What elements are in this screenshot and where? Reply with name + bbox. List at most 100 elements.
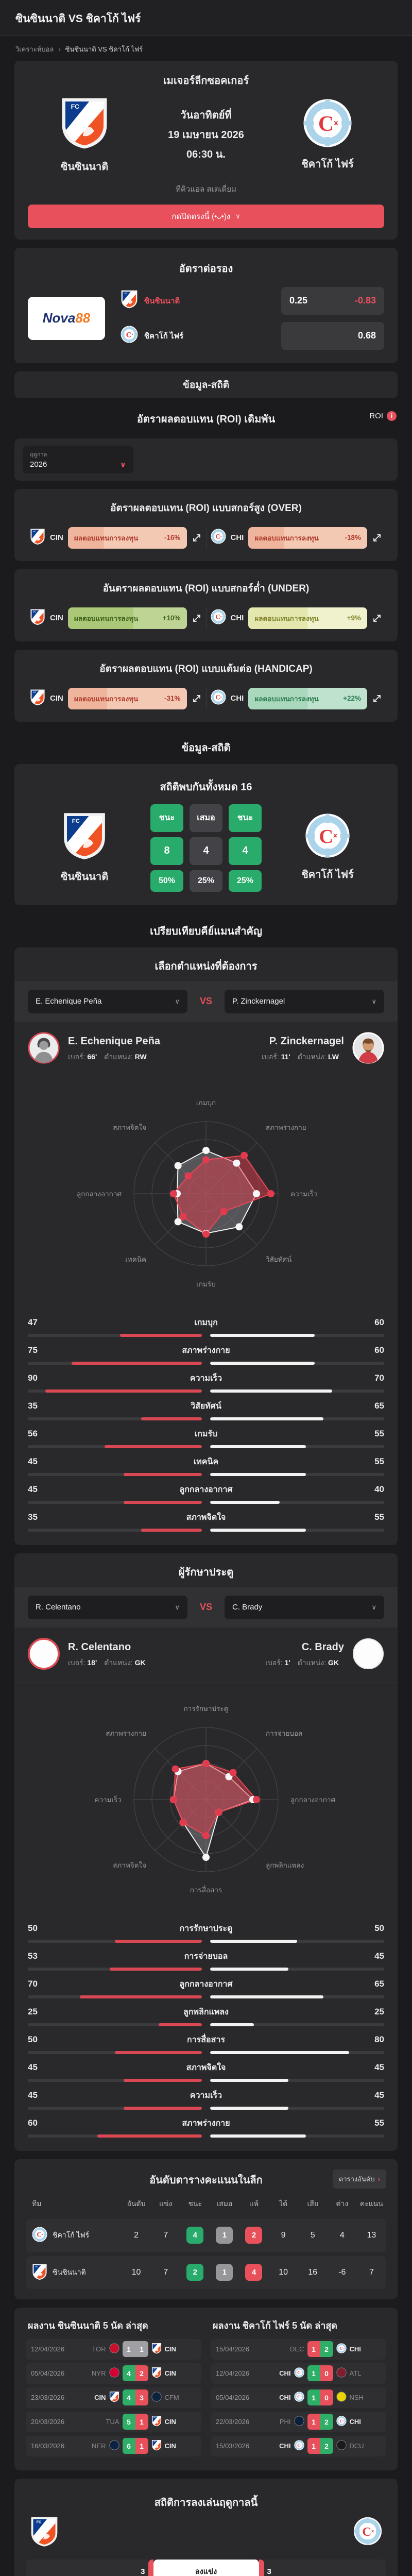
odds-value-box[interactable]: 0.68: [281, 321, 384, 350]
info-icon[interactable]: i: [387, 411, 397, 421]
stat-right-bar: [210, 1472, 384, 1476]
expand-icon[interactable]: [372, 613, 382, 623]
keyman-away-player-dropdown[interactable]: P. Zinckernagel ∨: [224, 989, 384, 1013]
stat-row-header: 45 ลูกกลางอากาศ 40: [28, 1483, 384, 1496]
svg-text:FC: FC: [33, 690, 36, 693]
points-cell: 13: [367, 2230, 376, 2240]
stat-left-bar: [28, 1995, 202, 1998]
table-header-cell: อันดับ: [127, 2199, 146, 2208]
svg-text:การจ่ายบอล: การจ่ายบอล: [266, 1730, 302, 1737]
expand-button[interactable]: [372, 533, 382, 543]
recent-form-card: ผลงาน ซินซินนาติ 5 นัด ล่าสุด 12/04/2026…: [14, 2307, 398, 2470]
stat-right-value: 70: [374, 1373, 384, 1383]
keyman-home-player-dropdown[interactable]: E. Echenique Peña ∨: [28, 989, 187, 1013]
goals-for-cell: 10: [279, 2267, 288, 2277]
season-dropdown[interactable]: ฤดูกาล 2026 ∨: [23, 445, 133, 473]
expand-button[interactable]: [192, 613, 202, 623]
home-score: 4: [122, 2365, 135, 2382]
stat-row-track: [28, 1417, 384, 1420]
lose-cell-box: 4: [245, 2264, 263, 2281]
svg-text:เกมรับ: เกมรับ: [196, 1280, 216, 1288]
player-photo: [352, 1032, 384, 1064]
roi-card-title: อัตราผลตอบแทน (ROI) แบบแต้มต่อ (HANDICAP…: [99, 663, 313, 674]
table-header-cell: เสีย: [307, 2199, 318, 2208]
match-date: 20/03/2026: [31, 2418, 65, 2426]
home-side: PHI: [259, 2416, 304, 2428]
played-cell: 7: [163, 2230, 168, 2240]
expand-icon[interactable]: [192, 693, 202, 704]
stat-label: ลูกกลางอากาศ: [179, 1979, 233, 1989]
odds-handicap-value: 0.25: [289, 295, 308, 306]
collapse-banner-button[interactable]: กดปิดตรงนี้ (•ᴗ•)ง ∨: [28, 204, 384, 228]
expand-icon[interactable]: [192, 533, 202, 543]
expand-button[interactable]: [372, 693, 382, 704]
svg-text:สภาพร่างกาย: สภาพร่างกาย: [266, 1124, 306, 1131]
stat-row-track: [28, 1389, 384, 1393]
expand-icon[interactable]: [372, 533, 382, 543]
info-stats-bar[interactable]: ข้อมูล-สถิติ: [14, 371, 398, 398]
away-score: 2: [320, 2414, 333, 2430]
svg-text:C: C: [339, 2346, 342, 2351]
expand-button[interactable]: [372, 613, 382, 623]
goalkeeper-players-row: R. Celentano เบอร์: 18' ตำแหน่ง: GK C. Bra…: [14, 1628, 398, 1683]
svg-text:สภาพร่างกาย: สภาพร่างกาย: [106, 1730, 146, 1737]
form-match-row: 20/03/2026 TUA 5 1 FC CIN: [26, 2411, 201, 2432]
vs-label: VS: [199, 1602, 212, 1613]
goals-for-cell: 9: [281, 2230, 286, 2240]
team-logo: FC: [30, 528, 45, 548]
svg-text:FC: FC: [125, 292, 128, 295]
stat-right-value: 45: [374, 1951, 384, 1961]
team-logo-icon: [109, 2343, 119, 2353]
home-score: 1: [307, 2389, 320, 2406]
player-info: C. Brady เบอร์: 1' ตำแหน่ง: GK: [265, 1641, 344, 1669]
away-score: 0: [320, 2389, 333, 2406]
away-side: C CHI: [336, 2416, 382, 2428]
expand-button[interactable]: [192, 533, 202, 543]
svg-text:FC: FC: [33, 530, 36, 532]
goalkeeper-right-player: C. Brady เบอร์: 1' ตำแหน่ง: GK: [265, 1638, 384, 1672]
stat-label: เกมบุก: [194, 1318, 218, 1327]
stat-right-value: 55: [374, 1456, 384, 1467]
h2h-result-grid: ชนะ 8 50% เสมอ 4 25% ชนะ 4 25%: [150, 804, 262, 892]
h2h-column: ชนะ 4 25%: [229, 804, 262, 892]
odds-team-name: ซินซินนาติ: [144, 296, 180, 306]
home-side: TUA: [74, 2418, 119, 2426]
roi-team-item: FC CIN ผลตอบแทนการลงทุน -16%: [26, 527, 206, 549]
team-logo: [336, 2392, 347, 2403]
fc-cincinnati-logo-icon: FC: [151, 2440, 161, 2451]
standings-link-button[interactable]: ตารางอันดับ ›: [332, 2169, 386, 2189]
roi-pill-value: -31%: [164, 694, 181, 703]
breadcrumb-root[interactable]: วิเคราะห์บอล: [15, 45, 54, 53]
stat-left-bar: [28, 1500, 202, 1504]
roi-pill: ผลตอบแทนการลงทุน -18%: [248, 527, 367, 549]
stat-row-track: [28, 2023, 384, 2026]
odds-price-value: -0.83: [354, 295, 376, 306]
expand-button[interactable]: [192, 693, 202, 704]
stat-left-value: 35: [28, 1512, 38, 1522]
svg-text:ความเร็ว: ความเร็ว: [290, 1189, 318, 1198]
team-logo-icon: [336, 2367, 347, 2378]
h2h-result-label: เสมอ: [190, 804, 222, 832]
roi-card-row: FC CIN ผลตอบแทนการลงทุน -16% C CHI ผลตอบแทน…: [26, 527, 386, 549]
goalkeeper-home-player-dropdown[interactable]: R. Celentano ∨: [28, 1595, 187, 1619]
stat-left-fill: [123, 1500, 202, 1504]
avatar: [28, 1032, 60, 1066]
stat-label: สภาพร่างกาย: [182, 1346, 230, 1355]
expand-icon[interactable]: [192, 613, 202, 623]
goalkeeper-away-player-dropdown[interactable]: C. Brady ∨: [224, 1595, 384, 1619]
stat-left-fill: [80, 1995, 202, 1998]
goalkeeper-select-strip: R. Celentano ∨ VS C. Brady ∨: [14, 1587, 398, 1628]
stat-left-bar: [28, 2078, 202, 2082]
away-abbr: DCU: [349, 2442, 364, 2450]
goals-against-cell: 5: [310, 2230, 315, 2240]
fc-cincinnati-logo-icon: FC: [62, 98, 107, 149]
expand-icon[interactable]: [372, 693, 382, 704]
stat-right-value: 25: [374, 2007, 384, 2017]
goalkeeper-home-player-dropdown-value: R. Celentano: [36, 1603, 81, 1612]
vs-label: VS: [199, 996, 212, 1007]
odds-value-box[interactable]: 0.25 -0.83: [281, 286, 384, 315]
